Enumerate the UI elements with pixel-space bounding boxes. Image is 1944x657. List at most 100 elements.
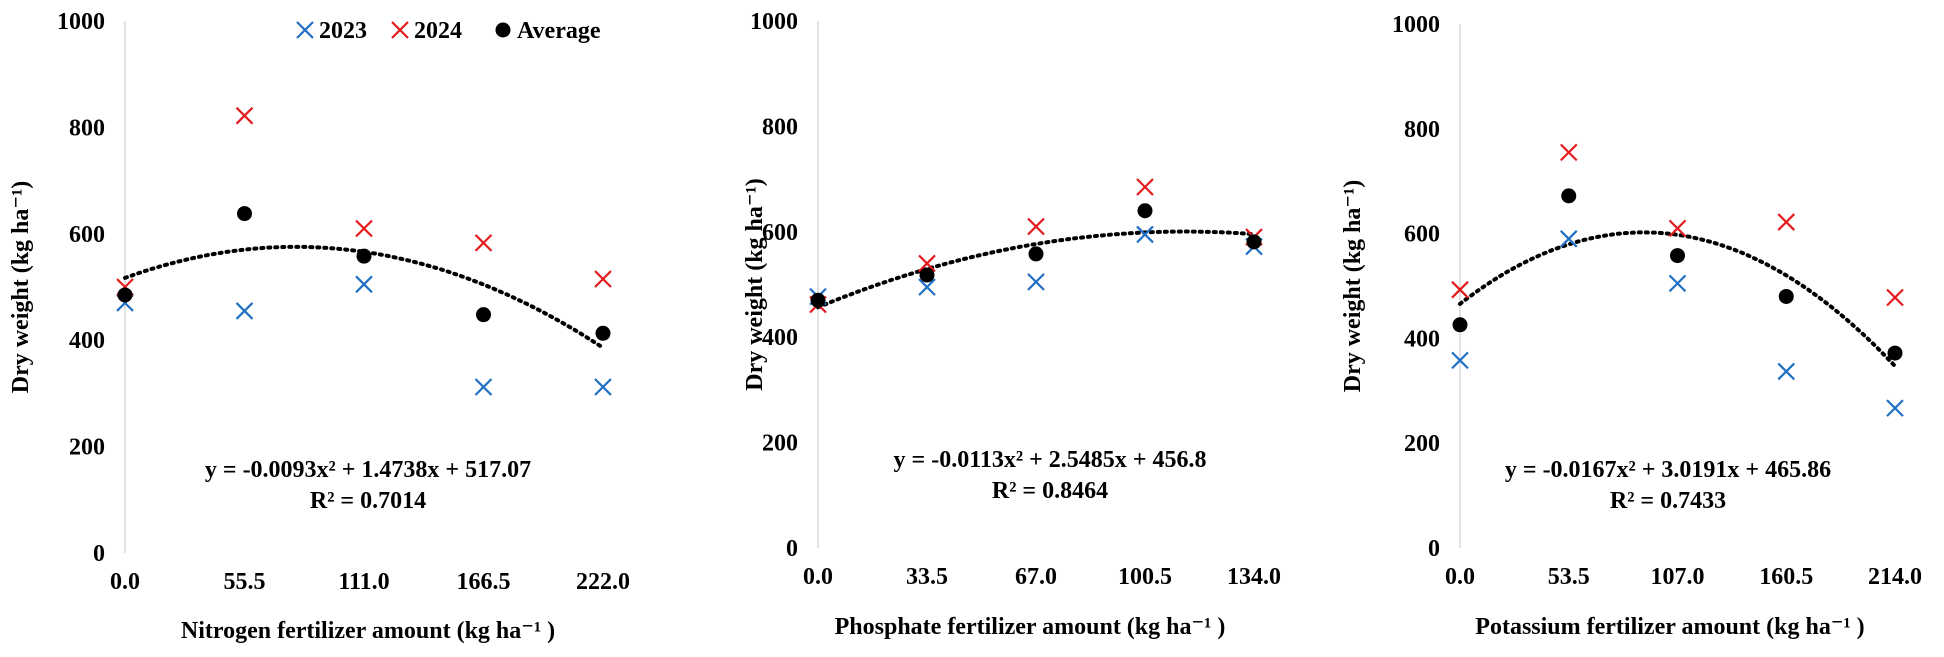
- x-marker-stroke: [1136, 225, 1154, 244]
- x-marker-stroke: [1027, 217, 1045, 236]
- trendline-equation: y = -0.0167x² + 3.0191x + 465.86: [1505, 457, 1831, 483]
- x-marker-stroke: [1559, 143, 1578, 162]
- y-tick-label: 0: [786, 536, 798, 562]
- point-average-107.0: [1670, 248, 1685, 264]
- point-average-0.0: [810, 292, 826, 308]
- r-squared-label: R² = 0.8464: [992, 478, 1108, 504]
- y-tick-label: 200: [1404, 431, 1440, 457]
- x-marker-stroke: [235, 106, 254, 125]
- point-2024-33.5: [918, 254, 936, 273]
- y-tick-label: 200: [69, 435, 105, 461]
- x-tick-label: 53.5: [1548, 564, 1590, 590]
- trendline-equation: y = -0.0113x² + 2.5485x + 456.8: [894, 447, 1207, 473]
- legend-marker-stroke: [391, 21, 409, 39]
- r-squared-label: R² = 0.7433: [1610, 488, 1726, 514]
- point-average-0.0: [1452, 317, 1468, 333]
- legend-marker-stroke: [296, 21, 314, 39]
- legend-label: 2024: [414, 18, 462, 44]
- x-tick-label: 33.5: [906, 564, 948, 590]
- point-2024-100.5: [1136, 178, 1154, 196]
- point-average-67.0: [1028, 246, 1044, 262]
- y-tick-label: 400: [1404, 326, 1440, 352]
- x-tick-label: 160.5: [1759, 564, 1813, 590]
- chart-panel-1: 0 200 400 600 800 1000 0.0 55.5 111.0 166.5 222.0 N…: [8, 9, 630, 644]
- point-2023-53.5: [1559, 230, 1578, 248]
- x-tick-label: 222.0: [576, 569, 630, 595]
- x-axis-label: Phosphate fertilizer amount (kg ha⁻¹ ): [835, 614, 1226, 640]
- point-2023-0.0: [1451, 351, 1469, 370]
- y-tick-label: 800: [1404, 117, 1440, 143]
- point-average-214.0: [1887, 345, 1903, 361]
- point-2024-111.0: [355, 219, 373, 238]
- polynomial-trendline: [1458, 230, 1897, 369]
- y-tick-label: 800: [762, 114, 798, 140]
- x-tick-label: 111.0: [338, 569, 389, 595]
- x-tick-label: 0.0: [1445, 564, 1475, 590]
- y-tick-label: 0: [93, 541, 105, 567]
- x-marker-stroke: [355, 275, 373, 294]
- point-2024-222.0: [594, 270, 612, 288]
- legend-label: 2023: [319, 18, 367, 44]
- x-marker-stroke: [1559, 230, 1578, 248]
- x-marker-stroke: [1886, 288, 1904, 307]
- y-axis-label: Dry weight (kg ha⁻¹): [742, 178, 768, 391]
- y-tick-label: 1000: [1392, 12, 1440, 38]
- point-2023-33.5: [918, 278, 936, 296]
- r-squared-label: R² = 0.7014: [310, 488, 426, 514]
- y-tick-label: 400: [762, 325, 798, 351]
- point-2023-111.0: [355, 275, 373, 294]
- point-2024-160.5: [1777, 213, 1796, 231]
- polynomial-trendline: [123, 244, 605, 350]
- point-average-160.5: [1778, 288, 1794, 304]
- x-tick-label: 134.0: [1227, 564, 1281, 590]
- y-axis-label: Dry weight (kg ha⁻¹): [8, 181, 34, 394]
- point-average-0.0: [117, 287, 133, 303]
- y-tick-label: 200: [762, 431, 798, 457]
- trendline-equation: y = -0.0093x² + 1.4738x + 517.07: [205, 457, 531, 483]
- point-2024-166.5: [474, 234, 493, 252]
- x-tick-label: 166.5: [457, 569, 511, 595]
- y-tick-label: 1000: [57, 9, 105, 35]
- point-average-33.5: [919, 267, 935, 283]
- x-marker-stroke: [594, 378, 612, 396]
- x-axis-label: Nitrogen fertilizer amount (kg ha⁻¹ ): [181, 618, 555, 644]
- point-2023-55.5: [235, 302, 254, 320]
- x-marker-stroke: [1668, 274, 1687, 293]
- y-tick-label: 400: [69, 328, 105, 354]
- x-marker-stroke: [1777, 362, 1796, 381]
- x-marker-stroke: [1886, 399, 1904, 417]
- x-marker-stroke: [594, 270, 612, 288]
- y-tick-label: 600: [1404, 222, 1440, 248]
- x-marker-stroke: [1777, 213, 1796, 231]
- x-marker-stroke: [235, 302, 254, 320]
- x-marker-stroke: [355, 219, 373, 238]
- point-2024-107.0: [1668, 219, 1687, 238]
- y-tick-label: 600: [762, 220, 798, 246]
- point-average-100.5: [1137, 203, 1153, 219]
- legend-item-2023: 2023: [296, 18, 367, 44]
- x-tick-label: 0.0: [803, 564, 833, 590]
- polynomial-trendline: [816, 229, 1256, 310]
- legend-marker-dot: [495, 22, 511, 38]
- y-axis-label: Dry weight (kg ha⁻¹): [1340, 180, 1366, 393]
- x-marker-stroke: [474, 378, 493, 396]
- x-marker-stroke: [474, 234, 493, 252]
- point-2023-214.0: [1886, 399, 1904, 417]
- x-axis-label: Potassium fertilizer amount (kg ha⁻¹ ): [1475, 614, 1864, 640]
- x-tick-label: 214.0: [1868, 564, 1922, 590]
- y-tick-label: 1000: [750, 9, 798, 35]
- y-tick-label: 600: [69, 222, 105, 248]
- x-marker-stroke: [1027, 273, 1045, 291]
- chart-panel-3: 0 200 400 600 800 1000 0.0 53.5 107.0 160.5 214.0P…: [1340, 12, 1922, 640]
- legend: 2023 2024 Average: [296, 18, 601, 44]
- point-average-166.5: [476, 307, 491, 323]
- point-2023-222.0: [594, 378, 612, 396]
- point-average-111.0: [356, 248, 372, 264]
- x-tick-label: 100.5: [1118, 564, 1172, 590]
- point-2024-67.0: [1027, 217, 1045, 236]
- y-tick-label: 800: [69, 115, 105, 141]
- point-2023-166.5: [474, 378, 493, 396]
- y-tick-label: 0: [1428, 536, 1440, 562]
- x-tick-label: 67.0: [1015, 564, 1057, 590]
